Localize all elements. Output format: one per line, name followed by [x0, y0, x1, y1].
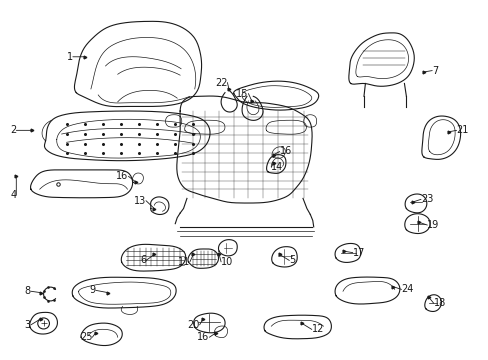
Text: 11: 11	[177, 257, 189, 267]
Text: 20: 20	[187, 320, 199, 330]
Text: 9: 9	[89, 285, 96, 295]
Text: 12: 12	[311, 324, 324, 334]
Text: 10: 10	[221, 257, 233, 267]
Text: 15: 15	[236, 89, 248, 99]
Text: 1: 1	[66, 52, 73, 62]
Text: 5: 5	[289, 256, 295, 265]
Text: 16: 16	[279, 147, 291, 157]
Text: 18: 18	[433, 298, 445, 308]
Text: 16: 16	[116, 171, 128, 181]
Text: 24: 24	[401, 284, 413, 294]
Text: 7: 7	[431, 66, 438, 76]
Text: 2: 2	[10, 125, 16, 135]
Text: 16: 16	[197, 332, 209, 342]
Text: 22: 22	[215, 77, 227, 87]
Text: 25: 25	[80, 332, 92, 342]
Text: 21: 21	[456, 125, 468, 135]
Text: 19: 19	[427, 220, 439, 230]
Text: 17: 17	[352, 248, 365, 258]
Text: 4: 4	[10, 190, 16, 200]
Text: 14: 14	[271, 162, 283, 172]
Text: 6: 6	[140, 256, 146, 265]
Text: 23: 23	[420, 194, 432, 204]
Text: 8: 8	[25, 286, 31, 296]
Text: 3: 3	[25, 320, 31, 330]
Text: 13: 13	[134, 196, 146, 206]
